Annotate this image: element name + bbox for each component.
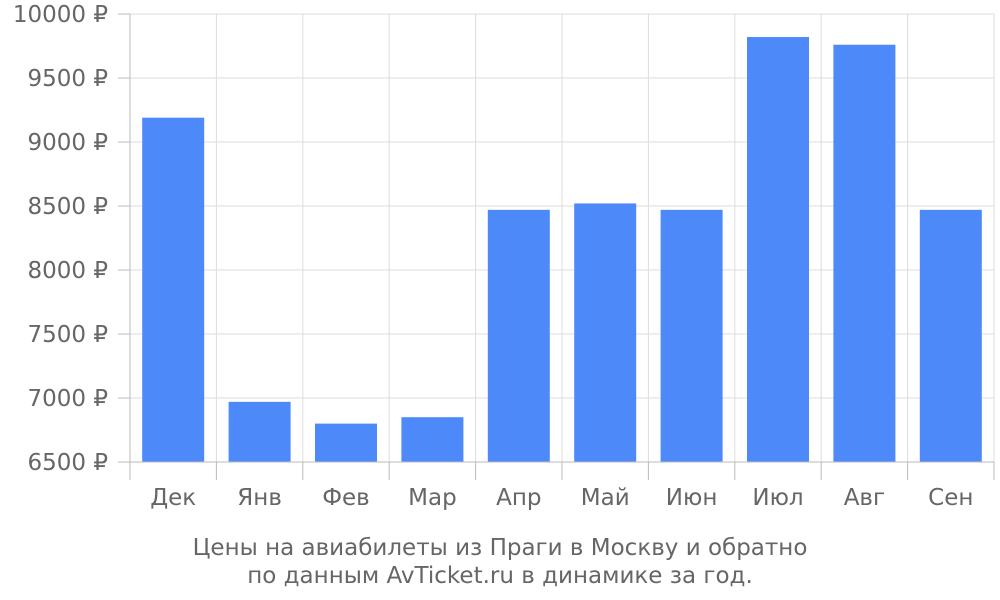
bar-chart: 6500 ₽ 7000 ₽ 7500 ₽ 8000 ₽ 8500 ₽ 9000 ₽ 9500… xyxy=(13,2,995,511)
bar xyxy=(574,203,637,462)
x-tick-label: Сен xyxy=(928,485,973,511)
bar xyxy=(401,417,464,462)
x-tick-label: Дек xyxy=(150,485,196,511)
bar xyxy=(660,209,723,462)
bar xyxy=(919,209,982,462)
y-tick-label: 6500 ₽ xyxy=(28,450,108,476)
bar xyxy=(228,401,291,462)
bar xyxy=(142,117,205,463)
bar xyxy=(747,37,809,462)
y-tick-label: 10000 ₽ xyxy=(13,2,108,28)
chart-caption-line-1: Цены на авиабилеты из Праги в Москву и о… xyxy=(192,535,808,561)
x-tick-label: Авг xyxy=(844,485,885,511)
bar xyxy=(315,423,377,462)
x-tick-label: Янв xyxy=(237,485,282,511)
y-tick-label: 7500 ₽ xyxy=(28,322,108,348)
bar xyxy=(833,44,896,462)
x-axis-labels: Дек Янв Фев Мар Апр Май Июн Июл Авг Сен xyxy=(150,485,973,511)
chart-caption-line-2: по данным AvTicket.ru в динамике за год. xyxy=(247,563,753,589)
x-tick-label: Фев xyxy=(322,485,370,511)
y-tick-label: 8000 ₽ xyxy=(28,258,108,284)
x-tick-label: Апр xyxy=(496,485,541,511)
y-tick-label: 8500 ₽ xyxy=(28,194,108,220)
y-tick-label: 9000 ₽ xyxy=(28,130,108,156)
y-tick-label: 7000 ₽ xyxy=(28,386,108,412)
x-tick-label: Июн xyxy=(666,485,718,511)
bar xyxy=(487,209,550,462)
x-tick-label: Июл xyxy=(752,485,803,511)
bars xyxy=(142,37,982,463)
x-tick-label: Мар xyxy=(408,485,457,511)
y-tick-label: 9500 ₽ xyxy=(28,66,108,92)
grid xyxy=(130,13,995,463)
x-tick-label: Май xyxy=(581,485,630,511)
y-axis-labels: 6500 ₽ 7000 ₽ 7500 ₽ 8000 ₽ 8500 ₽ 9000 ₽ 9500… xyxy=(13,2,108,476)
axes xyxy=(118,13,995,480)
